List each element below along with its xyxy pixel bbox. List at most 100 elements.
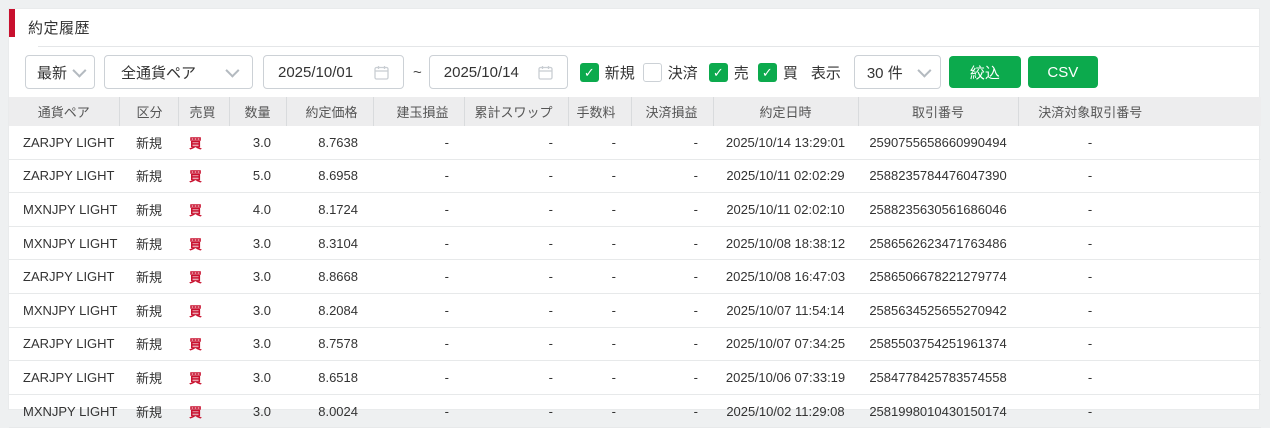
cell-pair: ZARJPY LIGHT <box>9 126 119 160</box>
chevron-down-icon <box>72 63 87 78</box>
cell-qty: 3.0 <box>229 259 286 294</box>
cell-fee: - <box>568 159 631 194</box>
cell-close_pl: - <box>631 126 713 160</box>
checkbox-label: 売 <box>733 64 749 82</box>
cell-kubun: 新規 <box>119 360 178 395</box>
cell-close_pl: - <box>631 226 713 261</box>
table-row: ZARJPY LIGHT 新規買 3.0 8.7638- - - -2025/10/14 1… <box>9 126 1261 160</box>
cell-side: 買 <box>178 259 229 294</box>
cell-close_pl: - <box>631 293 713 328</box>
filter-bar: 最新 全通貨ペア 2025/10/01 ~ 2025/10/14 <box>9 47 1259 97</box>
cell-fee: - <box>568 394 631 428</box>
csv-export-button[interactable]: CSV <box>1027 56 1098 88</box>
checkbox-checked-icon: ✓ <box>757 62 777 82</box>
cell-position_pl: - <box>373 226 464 261</box>
cell-target_txid: - <box>1018 192 1261 227</box>
cell-datetime: 2025/10/07 11:54:14 <box>713 293 858 328</box>
table-row: ZARJPY LIGHT 新規買 3.0 8.8668- - - -2025/10/08 1… <box>9 259 1261 294</box>
cell-price: 8.7578 <box>286 327 373 362</box>
title-bar: 約定履歴 <box>9 9 1259 46</box>
column-header-datetime: 約定日時 <box>712 97 858 126</box>
cell-fee: - <box>568 226 631 261</box>
calendar-icon <box>538 65 553 80</box>
checkbox-new[interactable]: ✓ 新規 <box>579 62 635 83</box>
cell-fee: - <box>568 126 631 160</box>
date-from-input[interactable]: 2025/10/01 <box>263 55 404 89</box>
table-row: ZARJPY LIGHT 新規買 3.0 8.7578- - - -2025/10/07 0… <box>9 327 1261 362</box>
cell-qty: 3.0 <box>229 327 286 362</box>
cell-fee: - <box>568 259 631 294</box>
cell-position_pl: - <box>373 259 464 294</box>
cell-swap: - <box>464 327 568 362</box>
cell-price: 8.3104 <box>286 226 373 261</box>
column-header-target_txid: 決済対象取引番号 <box>1017 97 1261 126</box>
sort-select[interactable]: 最新 <box>25 55 95 89</box>
cell-txid: 2584778425783574558 <box>858 360 1018 395</box>
table-row: MXNJPY LIGHT 新規買 4.0 8.1724- - - -2025/10/11 0… <box>9 192 1261 227</box>
column-header-position_pl: 建玉損益 <box>372 97 464 126</box>
cell-position_pl: - <box>373 394 464 428</box>
sort-select-value: 最新 <box>36 64 67 82</box>
column-header-close_pl: 決済損益 <box>630 97 713 126</box>
date-range-separator: ~ <box>413 63 422 81</box>
cell-target_txid: - <box>1018 327 1261 362</box>
cell-fee: - <box>568 327 631 362</box>
cell-position_pl: - <box>373 360 464 395</box>
cell-qty: 3.0 <box>229 126 286 160</box>
table-row: MXNJPY LIGHT 新規買 3.0 8.0024- - - -2025/10/02 1… <box>9 394 1261 428</box>
cell-swap: - <box>464 259 568 294</box>
cell-close_pl: - <box>631 192 713 227</box>
column-header-fee: 手数料 <box>567 97 631 126</box>
calendar-icon <box>374 65 389 80</box>
cell-price: 8.0024 <box>286 394 373 428</box>
cell-side: 買 <box>178 360 229 395</box>
cell-close_pl: - <box>631 360 713 395</box>
cell-datetime: 2025/10/02 11:29:08 <box>713 394 858 428</box>
checkbox-buy[interactable]: ✓ 買 <box>757 62 798 83</box>
cell-kubun: 新規 <box>119 293 178 328</box>
cell-datetime: 2025/10/07 07:34:25 <box>713 327 858 362</box>
cell-target_txid: - <box>1018 226 1261 261</box>
column-header-qty: 数量 <box>228 97 286 126</box>
checkbox-sell[interactable]: ✓ 売 <box>708 62 749 83</box>
checkbox-label: 新規 <box>604 64 635 82</box>
table-row: MXNJPY LIGHT 新規買 3.0 8.2084- - - -2025/10/07 1… <box>9 293 1261 328</box>
date-to-value: 2025/10/14 <box>443 63 519 81</box>
cell-fee: - <box>568 192 631 227</box>
table-body: ZARJPY LIGHT 新規買 3.0 8.7638- - - -2025/10/14 1… <box>9 126 1261 428</box>
cell-fee: - <box>568 293 631 328</box>
title-separator <box>38 46 1259 47</box>
cell-side: 買 <box>178 192 229 227</box>
cell-datetime: 2025/10/08 16:47:03 <box>713 259 858 294</box>
cell-kubun: 新規 <box>119 192 178 227</box>
cell-price: 8.6958 <box>286 159 373 194</box>
cell-side: 買 <box>178 159 229 194</box>
cell-pair: ZARJPY LIGHT <box>9 327 119 362</box>
cell-fee: - <box>568 360 631 395</box>
cell-qty: 3.0 <box>229 293 286 328</box>
cell-target_txid: - <box>1018 394 1261 428</box>
cell-position_pl: - <box>373 192 464 227</box>
cell-swap: - <box>464 192 568 227</box>
cell-swap: - <box>464 293 568 328</box>
execution-history-panel: 約定履歴 最新 全通貨ペア 2025/10/01 ~ 2025/10/14 <box>8 8 1261 428</box>
cell-txid: 2588235784476047390 <box>858 159 1018 194</box>
date-to-input[interactable]: 2025/10/14 <box>428 55 568 89</box>
checkbox-close[interactable]: 決済 <box>642 62 698 83</box>
cell-pair: MXNJPY LIGHT <box>9 192 119 227</box>
table-row: ZARJPY LIGHT 新規買 3.0 8.6518- - - -2025/10/06 0… <box>9 360 1261 395</box>
cell-price: 8.1724 <box>286 192 373 227</box>
checkbox-unchecked-icon <box>642 62 662 82</box>
cell-txid: 2581998010430150174 <box>858 394 1018 428</box>
cell-close_pl: - <box>631 259 713 294</box>
column-header-swap: 累計スワップ <box>463 97 568 126</box>
cell-kubun: 新規 <box>119 394 178 428</box>
column-header-side: 売買 <box>177 97 229 126</box>
filter-apply-button[interactable]: 絞込 <box>948 56 1021 88</box>
cell-target_txid: - <box>1018 159 1261 194</box>
currency-pair-select[interactable]: 全通貨ペア <box>104 55 253 89</box>
cell-txid: 2585503754251961374 <box>858 327 1018 362</box>
cell-close_pl: - <box>631 394 713 428</box>
display-count-select[interactable]: 30 件 <box>853 55 941 89</box>
cell-kubun: 新規 <box>119 226 178 261</box>
